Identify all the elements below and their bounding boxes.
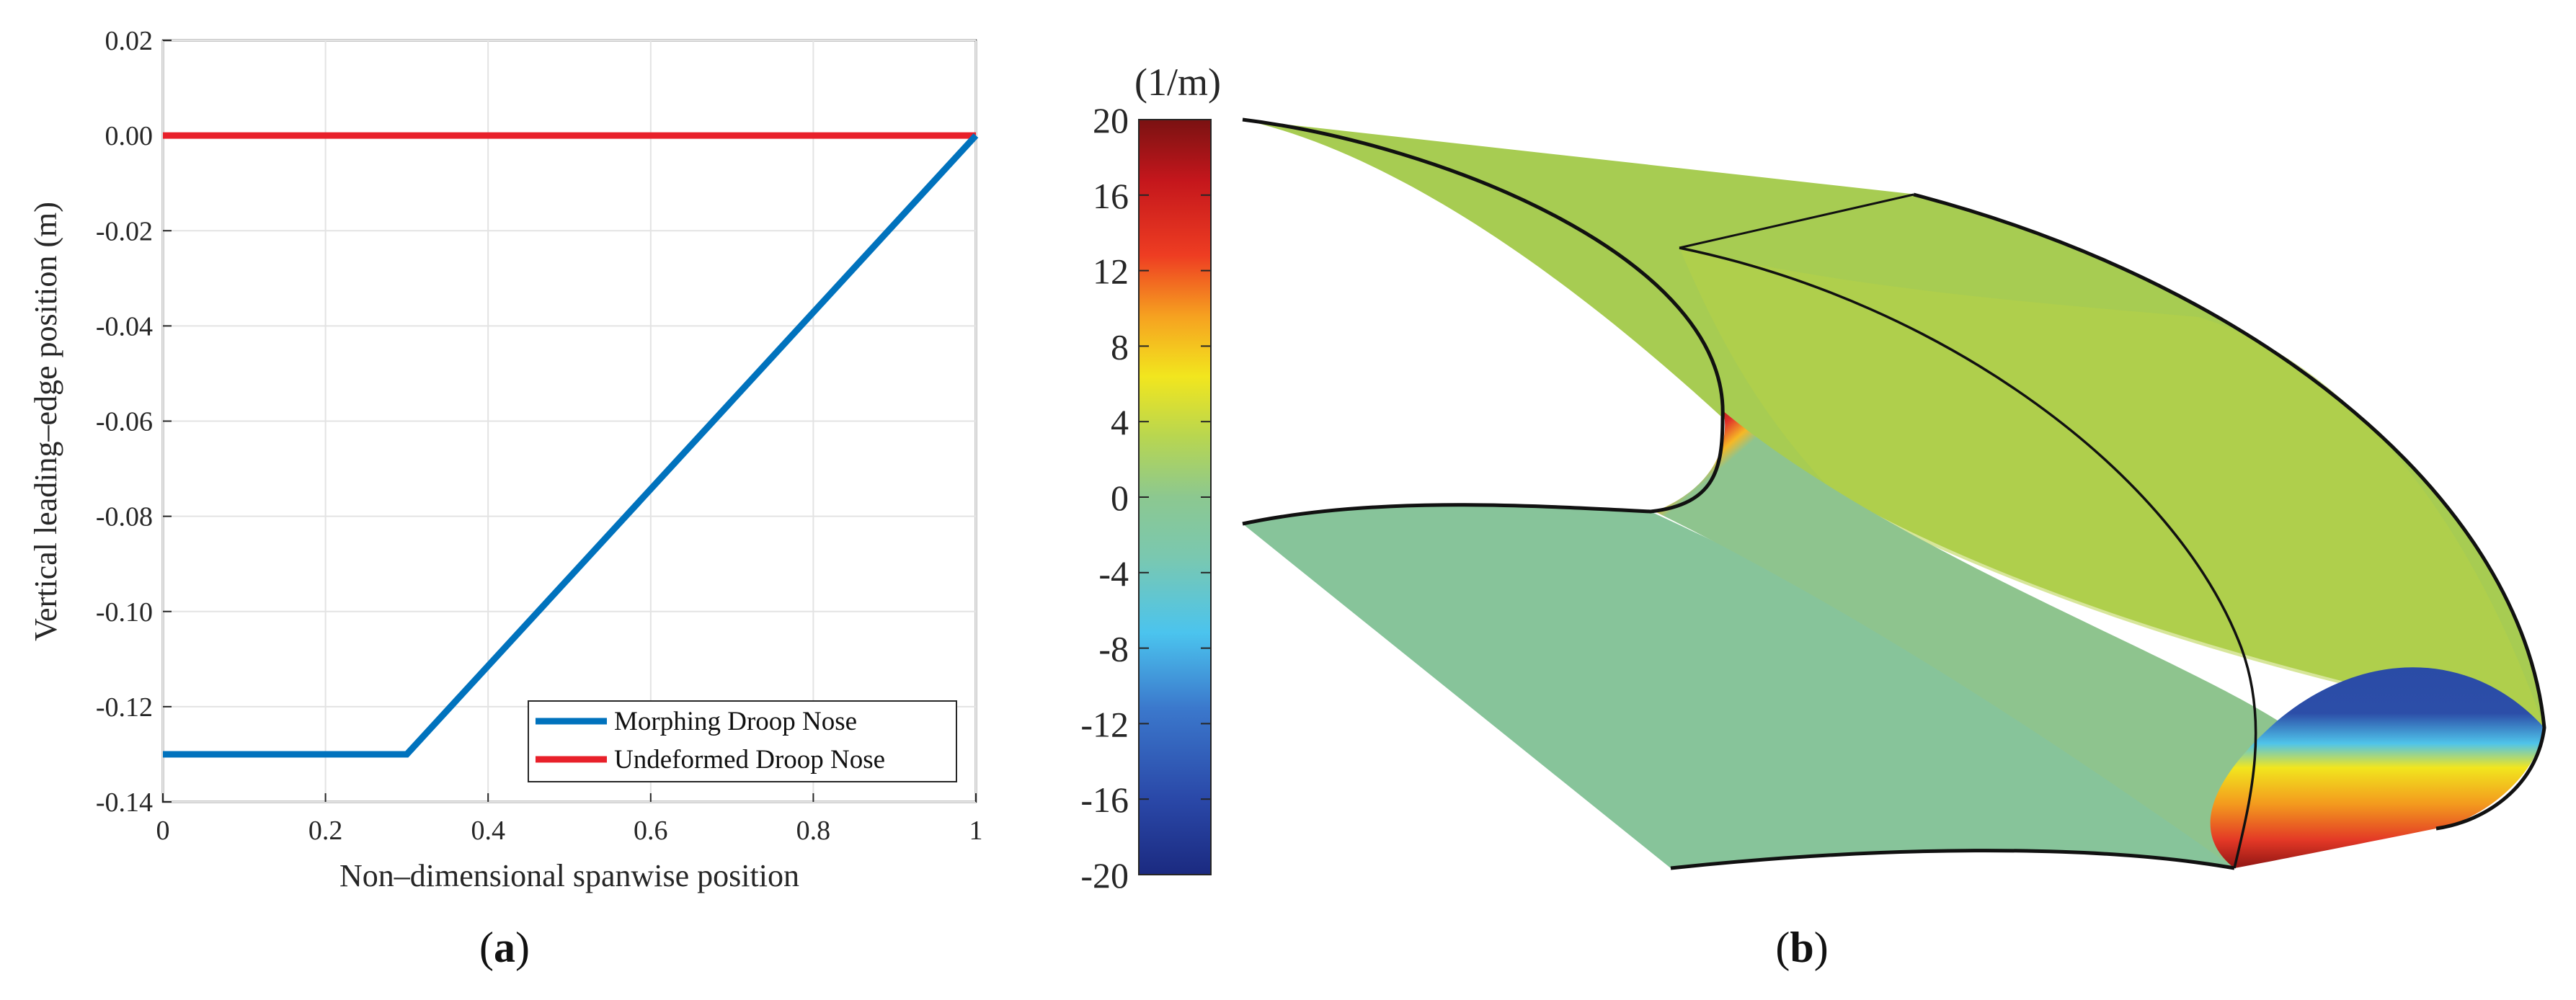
y-tick-label: 0.02 <box>105 26 154 56</box>
y-tick-label: -0.02 <box>96 216 153 246</box>
colorbar-tick-label: -16 <box>1080 780 1129 820</box>
colorbar <box>1138 119 1212 875</box>
x-tick-label: 0.6 <box>634 816 668 846</box>
x-tick-label: 0.8 <box>796 816 831 846</box>
y-tick-label: -0.06 <box>96 407 153 437</box>
y-axis-label: Vertical leading–edge position (m) <box>28 202 63 641</box>
x-tick-label: 0.2 <box>308 816 343 846</box>
x-axis-label: Non–dimensional spanwise position <box>339 858 799 893</box>
colorbar-tick-label: -4 <box>1098 553 1129 594</box>
lower-surface <box>1243 504 2234 868</box>
legend-box <box>528 700 957 782</box>
data-series <box>163 132 979 758</box>
curvature-contour-panel: (1/m) 20 16 12 8 4 0 -4 -8 -12 -16 -20 (b) <box>1080 61 2546 971</box>
mid-section-outline <box>1679 246 2257 869</box>
trailing-edge-outline <box>1670 849 2235 870</box>
colorbar-unit-label: (1/m) <box>1134 61 1221 104</box>
root-airfoil-outline <box>1242 117 1725 526</box>
colorbar-tick-label: 12 <box>1093 251 1129 292</box>
legend-label-undeformed: Undeformed Droop Nose <box>614 745 885 774</box>
y-tick-label: -0.04 <box>96 311 153 341</box>
legend-label-morphing: Morphing Droop Nose <box>614 707 857 736</box>
line-chart-panel: 0 0.2 0.4 0.6 0.8 1 0.02 0.00 -0.02 -0.04 -0.06 -0… <box>28 26 983 971</box>
colorbar-tick-label: 20 <box>1093 100 1129 140</box>
grid-lines <box>162 40 977 803</box>
upper-leading-edge-outline <box>1679 193 1914 249</box>
panel-label-a: (a) <box>479 924 530 971</box>
colorbar-tick-label: -8 <box>1098 629 1129 669</box>
x-tick-label: 0 <box>156 816 170 846</box>
upper-surface-shade <box>1679 248 2544 728</box>
colorbar-tick-label: -12 <box>1080 704 1129 744</box>
tip-airfoil-outline <box>1913 192 2546 831</box>
x-axis-ticks: 0 0.2 0.4 0.6 0.8 1 <box>156 793 983 846</box>
y-tick-label: -0.12 <box>96 692 153 723</box>
colorbar-tick-label: 8 <box>1111 326 1129 367</box>
y-tick-label: 0.00 <box>105 121 154 151</box>
y-tick-label: -0.08 <box>96 502 153 532</box>
curvature-band <box>1655 410 2278 868</box>
x-tick-label: 0.4 <box>471 816 505 846</box>
x-tick-label: 1 <box>969 816 983 846</box>
y-tick-label: -0.10 <box>96 597 153 628</box>
series-line-morphing-droop-nose <box>163 133 979 758</box>
colorbar-tick-label: 4 <box>1111 402 1129 442</box>
colorbar-tick-label: 16 <box>1093 176 1129 216</box>
y-axis-ticks: 0.02 0.00 -0.02 -0.04 -0.06 -0.08 -0.10 -0.12 -0… <box>96 26 172 818</box>
colorbar-tick-label: 0 <box>1111 478 1129 518</box>
wing-tip-section <box>2210 667 2544 868</box>
colorbar-ticks: 20 16 12 8 4 0 -4 -8 -12 -16 -20 <box>1080 100 1211 896</box>
panel-label-b: (b) <box>1775 924 1828 971</box>
legend: Morphing Droop Nose Undeformed Droop Nos… <box>528 700 957 782</box>
y-tick-label: -0.14 <box>96 787 153 818</box>
colorbar-tick-label: -20 <box>1080 855 1129 896</box>
